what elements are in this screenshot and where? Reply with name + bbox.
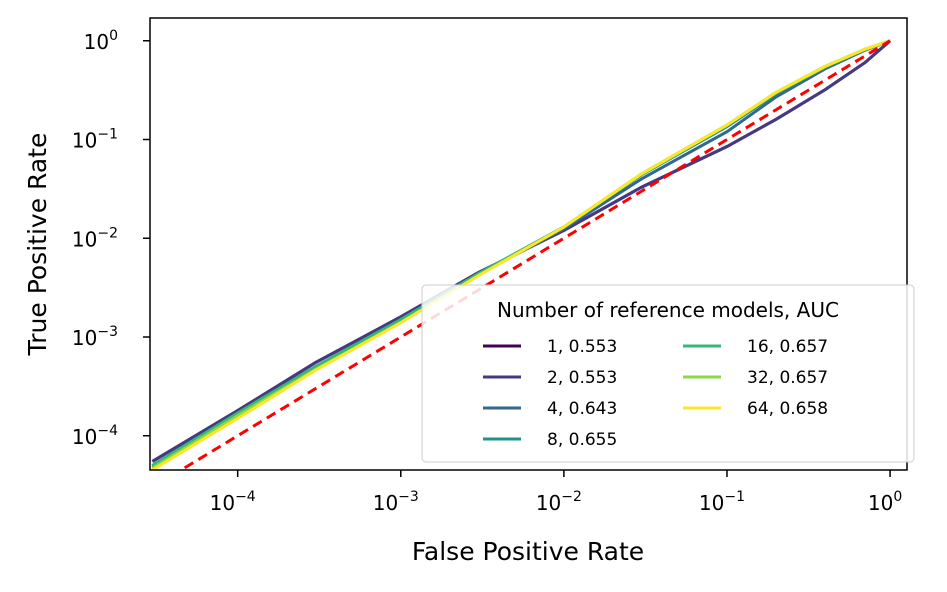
y-axis-label: True Positive Rate: [23, 133, 52, 357]
legend-label: 32, 0.657: [747, 368, 828, 388]
y-tick-label: 10−4: [72, 423, 118, 449]
legend: Number of reference models, AUC 1, 0.553 2…: [421, 284, 915, 463]
legend-label: 64, 0.658: [747, 399, 828, 419]
x-tick-label: 10−4: [210, 489, 256, 515]
legend-title: Number of reference models, AUC: [497, 298, 839, 322]
plot-lines: [151, 39, 892, 470]
legend-box: [421, 284, 915, 463]
x-axis-label: False Positive Rate: [412, 537, 644, 566]
legend-label: 1, 0.553: [547, 337, 617, 357]
y-tick-label: 10−3: [72, 324, 118, 350]
y-tick-label: 10−2: [72, 225, 118, 251]
y-tick-label: 10−1: [72, 127, 118, 153]
x-tick-label: 100: [868, 489, 902, 515]
legend-label: 16, 0.657: [747, 337, 828, 357]
y-tick-label: 100: [84, 28, 118, 54]
legend-label: 2, 0.553: [547, 368, 617, 388]
reference-line: [178, 39, 891, 470]
x-tick-label: 10−3: [373, 489, 419, 515]
plot-frame: [149, 17, 908, 471]
roc-line: [151, 39, 892, 463]
x-tick-label: 10−1: [699, 489, 745, 515]
roc-line: [151, 39, 891, 470]
legend-label: 8, 0.655: [547, 430, 617, 450]
legend-label: 4, 0.643: [547, 399, 617, 419]
x-tick-label: 10−2: [536, 489, 582, 515]
